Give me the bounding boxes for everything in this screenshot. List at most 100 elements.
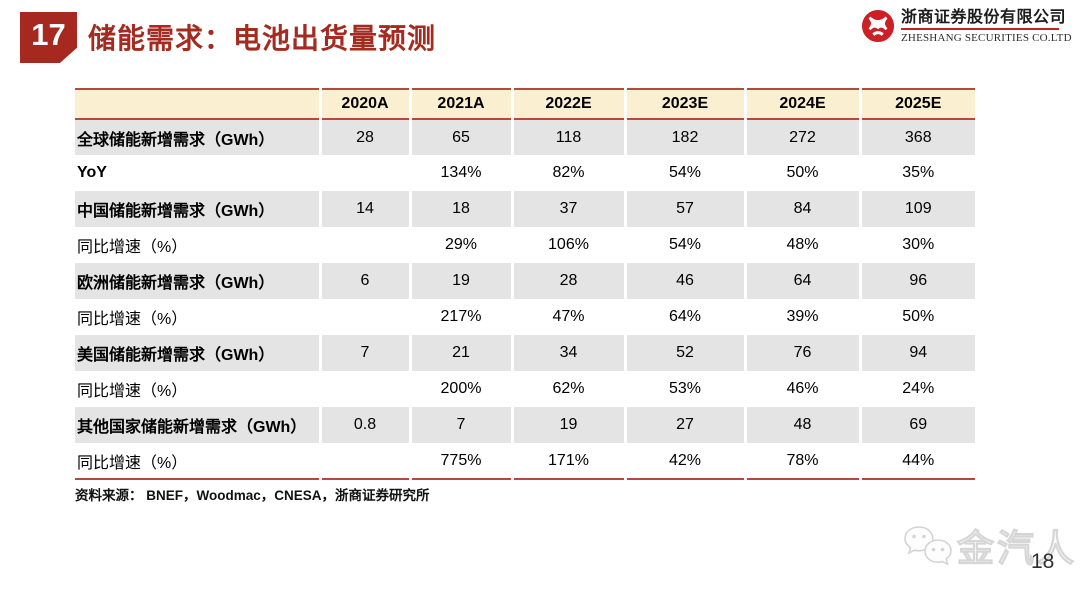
- forecast-table: 2020A 2021A 2022E 2023E 2024E 2025E 全球储能新增需求（…: [75, 88, 975, 480]
- cell-value: [318, 443, 410, 480]
- watermark-text: 金汽人: [957, 527, 1077, 569]
- table-row: 中国储能新增需求（GWh） 14 18 37 57 84 109: [75, 191, 975, 227]
- table-row: 美国储能新增需求（GWh） 7 21 34 52 76 94: [75, 335, 975, 371]
- row-label: 同比增速（%）: [77, 383, 188, 400]
- cell-value: 42%: [623, 443, 745, 480]
- cell-value: 94: [858, 335, 975, 371]
- zheshang-logo-icon: [861, 9, 895, 43]
- cell-value: 368: [858, 119, 975, 155]
- cell-value: 106%: [510, 227, 625, 263]
- cell-value: 28: [510, 263, 625, 299]
- cell-value: 18: [408, 191, 512, 227]
- column-header: 2023E: [623, 89, 745, 119]
- company-name-en: ZHESHANG SECURITIES CO.LTD: [901, 32, 1072, 45]
- cell-value: [318, 371, 410, 407]
- cell-value: 182: [623, 119, 745, 155]
- cell-value: 64: [743, 263, 860, 299]
- cell-value: 96: [858, 263, 975, 299]
- row-label: 同比增速（%）: [77, 311, 188, 328]
- cell-value: 24%: [858, 371, 975, 407]
- cell-value: 200%: [408, 371, 512, 407]
- cell-value: 46%: [743, 371, 860, 407]
- cell-value: 30%: [858, 227, 975, 263]
- cell-value: 54%: [623, 227, 745, 263]
- cell-value: 34: [510, 335, 625, 371]
- row-label: 同比增速（%）: [77, 239, 188, 256]
- cell-value: 171%: [510, 443, 625, 480]
- cell-value: 62%: [510, 371, 625, 407]
- forecast-table-container: 2020A 2021A 2022E 2023E 2024E 2025E 全球储能新增需求（…: [75, 88, 975, 480]
- cell-value: 21: [408, 335, 512, 371]
- cell-value: 28: [318, 119, 410, 155]
- cell-value: 19: [510, 407, 625, 443]
- cell-value: 78%: [743, 443, 860, 480]
- column-header: 2025E: [858, 89, 975, 119]
- row-label: 全球储能新增需求（GWh）: [75, 119, 320, 155]
- column-header: 2021A: [408, 89, 512, 119]
- cell-value: 47%: [510, 299, 625, 335]
- table-row: 其他国家储能新增需求（GWh） 0.8 7 19 27 48 69: [75, 407, 975, 443]
- cell-value: 27: [623, 407, 745, 443]
- source-note: 资料来源： BNEF，Woodmac，CNESA，浙商证券研究所: [75, 488, 430, 503]
- cell-value: 7: [408, 407, 512, 443]
- row-label: 其他国家储能新增需求（GWh）: [75, 407, 320, 443]
- cell-value: 48: [743, 407, 860, 443]
- cell-value: 53%: [623, 371, 745, 407]
- cell-value: 64%: [623, 299, 745, 335]
- cell-value: 84: [743, 191, 860, 227]
- cell-value: 46: [623, 263, 745, 299]
- table-row: 同比增速（%） 217% 47% 64% 39% 50%: [75, 299, 975, 335]
- cell-value: 272: [743, 119, 860, 155]
- company-name-cn: 浙商证券股份有限公司: [901, 9, 1067, 26]
- cell-value: 37: [510, 191, 625, 227]
- table-row: 同比增速（%） 775% 171% 42% 78% 44%: [75, 443, 975, 480]
- cell-value: 6: [318, 263, 410, 299]
- slide-number-badge: 17: [20, 12, 77, 63]
- row-label: YoY: [77, 164, 107, 181]
- row-label: 同比增速（%）: [75, 443, 320, 480]
- cell-value: 217%: [408, 299, 512, 335]
- cell-value: 0.8: [318, 407, 410, 443]
- cell-value: 14: [318, 191, 410, 227]
- cell-value: 54%: [623, 155, 745, 191]
- cell-value: 65: [408, 119, 512, 155]
- cell-value: 57: [623, 191, 745, 227]
- cell-value: 109: [858, 191, 975, 227]
- table-row: 全球储能新增需求（GWh） 28 65 118 182 272 368: [75, 119, 975, 155]
- page-title: 储能需求：电池出货量预测: [88, 23, 437, 54]
- cell-value: 35%: [858, 155, 975, 191]
- column-header: 2024E: [743, 89, 860, 119]
- column-header: 2022E: [510, 89, 625, 119]
- logo-underline: [901, 28, 1059, 31]
- cell-value: [318, 155, 410, 191]
- page-number: 18: [1031, 550, 1055, 573]
- cell-value: 50%: [743, 155, 860, 191]
- cell-value: 775%: [408, 443, 512, 480]
- cell-value: 134%: [408, 155, 512, 191]
- row-label: 美国储能新增需求（GWh）: [75, 335, 320, 371]
- cell-value: 118: [510, 119, 625, 155]
- table-row: 同比增速（%） 200% 62% 53% 46% 24%: [75, 371, 975, 407]
- row-label: 中国储能新增需求（GWh）: [75, 191, 320, 227]
- cell-value: [318, 299, 410, 335]
- logo-text: 浙商证券股份有限公司 ZHESHANG SECURITIES CO.LTD: [901, 8, 1072, 44]
- table-body: 全球储能新增需求（GWh） 28 65 118 182 272 368 YoY 134% 82% 5…: [75, 119, 975, 480]
- cell-value: 50%: [858, 299, 975, 335]
- table-row: 同比增速（%） 29% 106% 54% 48% 30%: [75, 227, 975, 263]
- cell-value: [318, 227, 410, 263]
- cell-value: 52: [623, 335, 745, 371]
- wechat-bubbles-icon: [904, 526, 952, 566]
- cell-value: 29%: [408, 227, 512, 263]
- column-header: 2020A: [318, 89, 410, 119]
- table-header: 2020A 2021A 2022E 2023E 2024E 2025E: [75, 89, 975, 119]
- cell-value: 82%: [510, 155, 625, 191]
- cell-value: 19: [408, 263, 512, 299]
- cell-value: 69: [858, 407, 975, 443]
- cell-value: 7: [318, 335, 410, 371]
- table-row: YoY 134% 82% 54% 50% 35%: [75, 155, 975, 191]
- cell-value: 39%: [743, 299, 860, 335]
- slide-number: 17: [31, 16, 66, 52]
- cell-value: 44%: [858, 443, 975, 480]
- row-label: 欧洲储能新增需求（GWh）: [75, 263, 320, 299]
